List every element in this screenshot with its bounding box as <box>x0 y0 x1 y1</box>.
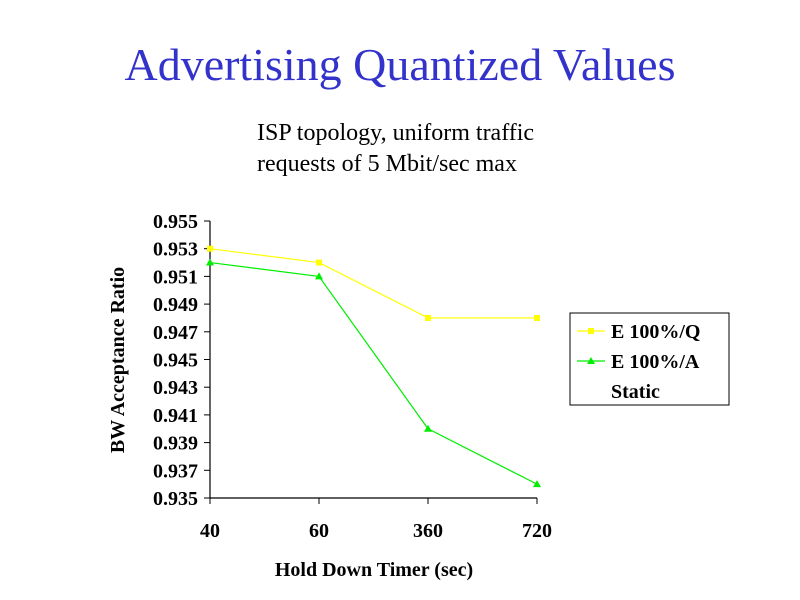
square-marker <box>316 259 322 266</box>
y-tick-label: 0.945 <box>153 350 198 372</box>
x-tick-label: 360 <box>413 520 443 542</box>
y-tick-label: 0.949 <box>153 294 198 316</box>
chart-subtitle: ISP topology, uniform traffic requests o… <box>257 118 534 180</box>
x-tick-label: 40 <box>200 520 220 542</box>
y-tick-label: 0.935 <box>153 488 198 510</box>
square-marker <box>534 314 540 321</box>
x-tick-label: 60 <box>309 520 329 542</box>
axes: 0.955 0.953 0.951 0.949 0.947 0.945 0.943 0.941… <box>153 211 552 542</box>
triangle-marker <box>206 258 214 266</box>
y-tick-label: 0.943 <box>153 377 198 399</box>
subtitle-line-1: ISP topology, uniform traffic <box>257 120 535 146</box>
x-tick-label: 720 <box>522 520 552 542</box>
series-marks <box>206 245 541 488</box>
triangle-marker <box>424 424 432 432</box>
series-line-0 <box>209 248 537 319</box>
legend-label: Static <box>611 381 660 403</box>
y-tick-label: 0.953 <box>153 239 198 261</box>
square-marker <box>425 314 431 321</box>
legend: E 100%/Q E 100%/A Static <box>569 312 730 406</box>
y-tick-label: 0.951 <box>153 266 198 288</box>
y-axis-label: BW Acceptance Ratio <box>107 267 129 453</box>
legend-label: E 100%/Q <box>611 321 700 343</box>
y-tick-label: 0.947 <box>153 322 198 344</box>
square-marker <box>588 328 594 334</box>
triangle-marker <box>315 272 323 280</box>
x-axis-label: Hold Down Timer (sec) <box>275 559 473 581</box>
y-tick-label: 0.939 <box>153 433 198 455</box>
series-line-1 <box>209 261 538 485</box>
y-tick-label: 0.955 <box>153 211 198 233</box>
legend-box <box>569 312 730 406</box>
y-tick-label: 0.937 <box>153 460 198 482</box>
triangle-marker <box>587 357 595 364</box>
square-marker <box>207 245 213 252</box>
subtitle-line-2: requests of 5 Mbit/sec max <box>257 151 517 177</box>
slide-title: Advertising Quantized Values <box>124 39 676 90</box>
triangle-marker <box>533 480 541 488</box>
legend-label: E 100%/A <box>611 351 700 373</box>
y-tick-label: 0.941 <box>153 405 198 427</box>
